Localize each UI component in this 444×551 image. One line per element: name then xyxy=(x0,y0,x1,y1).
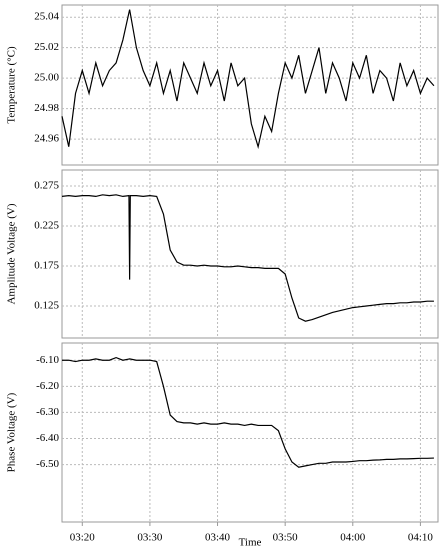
x-tick-label: 03:20 xyxy=(70,532,96,544)
x-tick-label: 03:40 xyxy=(205,532,231,544)
y-tick-label: 25.04 xyxy=(34,11,59,23)
data-line xyxy=(61,194,434,322)
y-tick-label: 24.98 xyxy=(34,102,59,114)
x-tick-label: 04:10 xyxy=(408,532,434,544)
y-tick-label: -6.40 xyxy=(36,432,59,444)
y-tick-label: 25.00 xyxy=(34,72,59,84)
x-tick-label: 04:00 xyxy=(340,532,366,544)
plot-area xyxy=(61,169,439,339)
y-tick-label: -6.50 xyxy=(36,458,59,470)
x-axis-label: Time xyxy=(239,537,262,549)
y-tick-label: -6.20 xyxy=(36,380,59,392)
y-tick-label: 0.225 xyxy=(34,220,59,232)
plot-area xyxy=(61,4,439,166)
y-tick-label: 0.125 xyxy=(34,300,59,312)
x-tick-label: 03:50 xyxy=(273,532,299,544)
data-line xyxy=(62,356,434,468)
y-tick-label: 0.175 xyxy=(34,260,59,272)
y-axis-label: Temperature (°C) xyxy=(6,46,18,124)
plot-area xyxy=(61,342,439,523)
y-tick-label: 24.96 xyxy=(34,133,59,145)
y-tick-label: 0.275 xyxy=(34,180,59,192)
y-axis-label: Amplitude Voltage (V) xyxy=(6,203,18,304)
y-tick-label: 25.02 xyxy=(34,41,59,53)
y-tick-label: -6.10 xyxy=(36,354,59,366)
data-line xyxy=(61,9,435,150)
y-axis-label: Phase Voltage (V) xyxy=(6,392,18,472)
x-tick-label: 03:30 xyxy=(137,532,163,544)
y-tick-label: -6.30 xyxy=(36,406,59,418)
